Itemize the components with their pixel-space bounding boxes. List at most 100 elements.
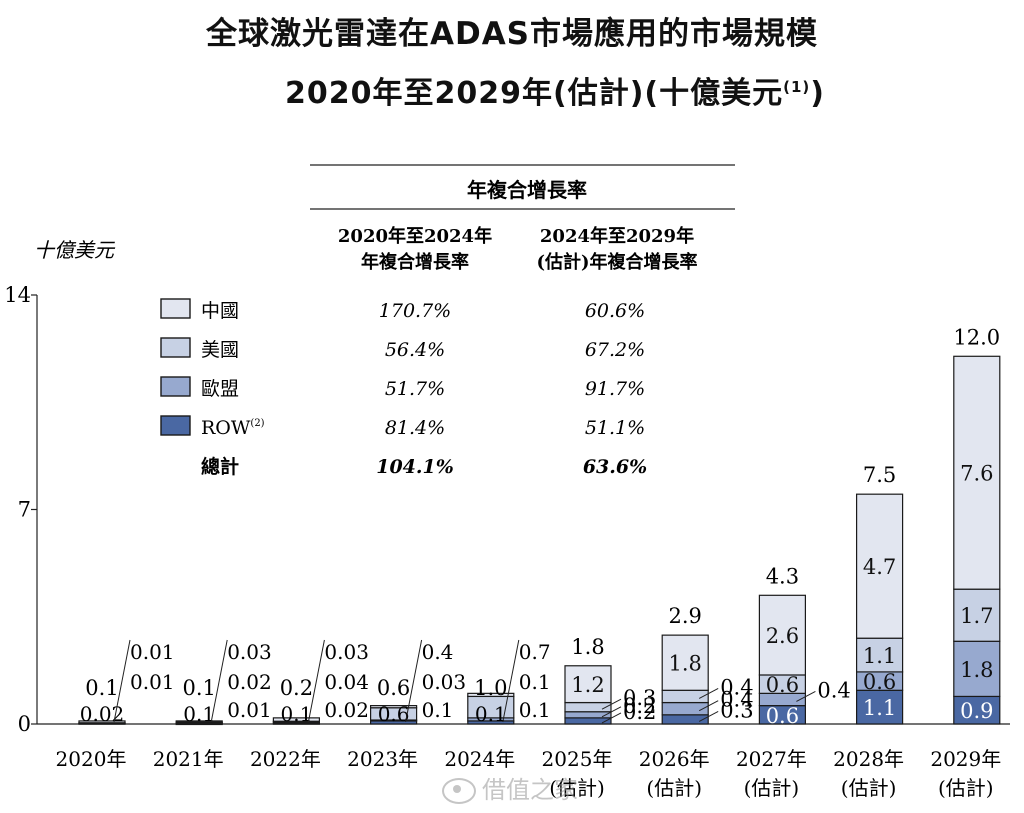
bar-value-label: 0.4 [817,678,850,702]
bar-value-label: 1.1 [863,696,896,720]
bar-value-label: 0.7 [519,640,551,664]
legend-swatch [160,415,191,436]
bar-value-label: 0.4 [720,688,753,712]
leader-line [405,639,423,723]
bar-value-label: 0.02 [324,698,369,722]
bar-value-label: 0.3 [623,686,656,710]
total-label: 0.1 [85,676,118,700]
bar-segment [661,689,709,704]
x-tick-sublabel: (估計) [841,776,897,800]
leader-line [113,639,131,723]
bar-value-label: 1.7 [960,604,993,628]
x-tick-sublabel: (估計) [646,776,702,800]
chart-subtitle: 2020年至2029年(估計)(十億美元(1)) [0,68,1024,112]
weibo-icon [442,778,476,804]
bar-value-label: 0.1 [475,702,507,726]
table-col1-header: 2020年至2024年 [338,225,492,247]
legend-swatch [160,376,191,397]
bar-value-label: 0.03 [227,640,272,664]
table-cell-cagr-2020-2024: 51.7% [385,378,445,400]
bar-value-label: 0.01 [130,640,175,664]
bar-segment [953,695,1001,725]
bar-segment [661,634,709,691]
x-tick-label: 2028年 [833,747,904,771]
y-tick-label: 0 [18,712,31,736]
x-tick-label: 2023年 [347,747,418,771]
y-tick-label: 14 [4,283,31,307]
leader-line [698,700,719,712]
bar-segment [564,701,612,713]
leader-line [698,710,719,722]
leader-line [698,687,719,699]
x-tick-label: 2024年 [444,747,515,771]
table-col2-header: 2024年至2029年 [540,225,694,247]
bar-value-label: 0.02 [227,670,272,694]
bar-value-label: 0.1 [280,702,312,726]
bar-segment [564,665,612,704]
bar-value-label: 1.2 [571,673,604,697]
leader-line [307,639,325,723]
bar-value-label: 0.4 [720,675,753,699]
leader-line [502,639,520,723]
legend-swatch [160,298,191,319]
x-tick-sublabel: (估計) [744,776,800,800]
total-label: 4.3 [766,564,799,588]
total-label: 0.6 [377,676,410,700]
table-header: 年複合增長率 [467,178,587,202]
bar-value-label: 0.2 [623,694,656,718]
bar-segment [953,355,1001,590]
bar-segment [661,714,709,725]
bar-value-label: 0.03 [324,640,369,664]
legend-label: 美國 [201,339,239,361]
chart-subtitle-footnote: (1) [783,78,811,96]
bar-value-label: 1.1 [863,644,896,668]
legend-label: 歐盟 [201,378,239,400]
bar-value-label: 0.6 [766,673,799,697]
legend-footnote: (2) [250,418,264,429]
bar-value-label: 0.1 [519,698,551,722]
bar-value-label: 7.6 [960,462,993,486]
leader-line [796,691,816,702]
total-label: 7.5 [863,463,896,487]
y-axis-label: 十億美元 [34,238,116,262]
table-cell-cagr-2024-2029: 60.6% [585,300,645,322]
bar-value-label: 1.8 [960,658,993,682]
bar-segment [661,701,709,716]
chart-subtitle-close: ) [810,76,825,111]
x-tick-label: 2021年 [153,747,224,771]
leader-line [601,706,622,718]
bar-value-label: 0.2 [623,700,656,724]
bar-segment [564,717,612,725]
bar-segment [953,588,1001,642]
bar-segment [272,717,320,722]
bar-value-label: 0.6 [863,670,896,694]
legend-label: ROW(2) [201,417,265,439]
total-label: 0.2 [280,676,313,700]
chart-title: 全球激光雷達在ADAS市場應用的市場規模 [205,16,819,52]
bar-value-label: 0.6 [766,704,799,728]
bar-value-label: 4.7 [863,555,896,579]
bar-value-label: 2.6 [766,624,799,648]
x-tick-sublabel: (估計) [549,776,605,800]
bar-value-label: 0.1 [183,702,215,726]
table-cell-cagr-2024-2029: 67.2% [585,339,645,361]
x-tick-label: 2026年 [639,747,710,771]
leader-line [601,712,622,724]
bar-value-label: 0.4 [422,640,454,664]
leader-line [601,698,622,710]
bar-value-label: 0.1 [519,670,551,694]
bar-segment [758,594,807,676]
legend-label: 總計 [201,455,239,478]
bar-value-label: 0.01 [130,670,175,694]
y-tick-label: 7 [18,498,31,522]
bar-value-label: 1.8 [668,652,701,676]
table-cell-cagr-2020-2024: 81.4% [385,417,445,439]
chart-subtitle-text: 2020年至2029年(估計)(十億美元 [285,76,784,111]
bar-segment [370,705,418,709]
bar-value-label: 0.01 [227,698,272,722]
legend-label: 中國 [201,300,239,322]
table-cell-cagr-2024-2029: 91.7% [585,378,645,400]
table-cell-cagr-2024-2029: 51.1% [585,417,645,439]
watermark-text: 借值之家 [482,776,578,804]
